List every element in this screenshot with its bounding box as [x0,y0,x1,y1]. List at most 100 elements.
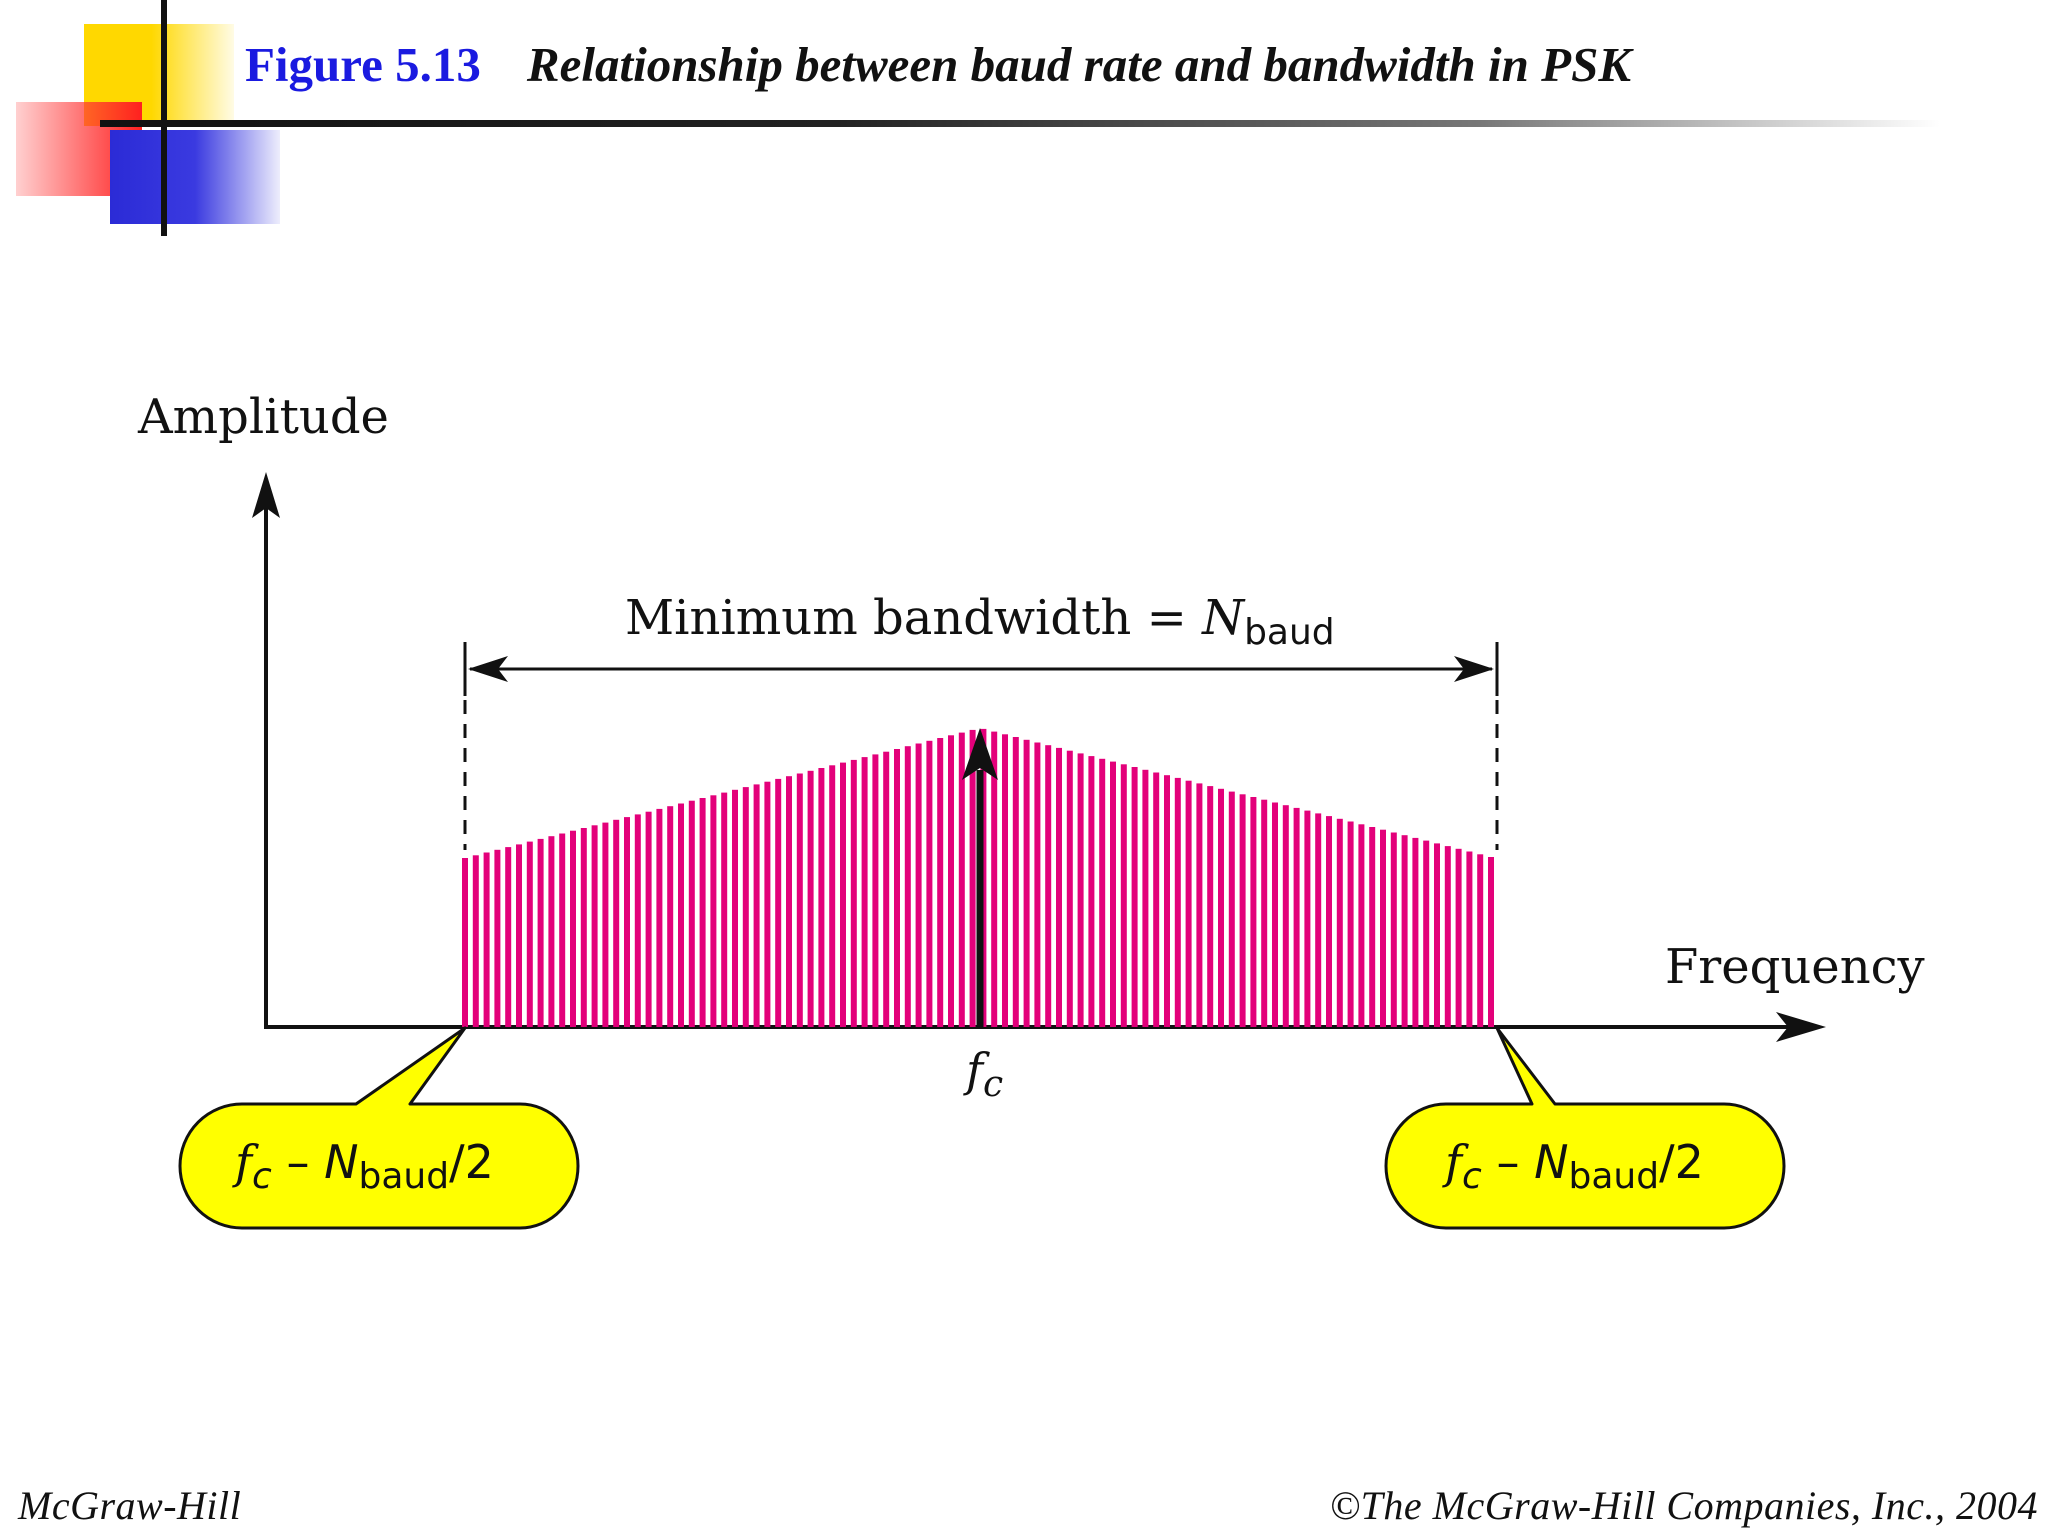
spectrum-bar [516,844,522,1027]
spectrum-bar [1110,761,1116,1027]
spectrum-bar [1088,756,1095,1027]
spectrum-bar [721,792,728,1027]
carrier-label-sub: c [983,1064,1003,1105]
x-axis-arrowhead [1776,1012,1826,1042]
spectrum-bar [1034,742,1041,1027]
spectrum-bar [1056,747,1062,1027]
spectrum-bar [1164,775,1170,1027]
bandwidth-label-main: Minimum bandwidth = [625,590,1202,646]
footer-copyright: ©The McGraw-Hill Companies, Inc., 2004 [1329,1483,2038,1528]
callout-left-tail: /2 [449,1135,494,1189]
spectrum-bar [1066,750,1073,1027]
spectrum-bar [1401,835,1408,1027]
spectrum-bar [840,762,846,1027]
spectrum-bar [548,836,555,1027]
callout-left-baud: baud [359,1156,450,1197]
spectrum-bar [613,819,620,1027]
spectrum-bar [969,729,976,1027]
spectrum-bar [948,735,954,1027]
callout-left-text: fc – Nbaud/2 [232,1135,494,1197]
callout-right-baud: baud [1569,1156,1660,1197]
spectrum-bar [580,828,587,1027]
callout-right-bubble [1384,1026,1786,1230]
spectrum-bar [1196,783,1203,1027]
bandwidth-label-sub: baud [1244,612,1335,653]
spectrum-bar [1304,810,1311,1027]
spectrum-bar [1002,734,1008,1027]
spectrum-bar [1272,802,1278,1027]
spectrum-bar [796,773,803,1027]
spectrum-bar [1153,772,1160,1027]
spectrum-bar [1282,805,1289,1027]
spectrum-bar [1099,758,1106,1027]
spectrum-bar [991,731,998,1027]
spectrum-bar [786,776,792,1027]
bandwidth-label-var: N [1201,590,1246,646]
spectrum-bar [1390,832,1397,1027]
spectrum-bar [1423,840,1430,1027]
spectrum-bar [1434,843,1440,1027]
spectrum-bar [1023,739,1030,1027]
spectrum-bar [753,784,760,1027]
spectrum-bar [937,738,944,1027]
spectrum-bar [775,778,782,1027]
spectrum-bar [1185,780,1192,1027]
y-axis-arrowhead [252,472,280,518]
spectrum-bar [1336,818,1343,1027]
spectrum-bars [462,728,1494,1027]
spectrum-bar [1131,767,1138,1027]
spectrum-bar [656,808,663,1027]
spectrum-bar [915,743,922,1027]
spectrum-bar [904,746,911,1027]
decor-vertical-line [161,0,167,236]
spectrum-bar [829,765,836,1027]
spectrum-bar [1315,813,1322,1027]
spectrum-bar [526,841,533,1027]
spectrum-bar [678,803,684,1027]
callout-left-minus: – [272,1135,324,1189]
spectrum-bar [505,847,512,1027]
spectrum-bar [1174,777,1181,1027]
spectrum-bar [1326,816,1332,1027]
spectrum-bar [667,806,674,1027]
spectrum-bar [1250,797,1257,1027]
spectrum-bar [494,849,501,1027]
callout-right-tail: /2 [1659,1135,1704,1189]
spectrum-bar [883,751,890,1027]
spectrum-bar [732,789,738,1027]
spectrum-bar [958,732,965,1027]
spectrum-bar [1455,848,1462,1027]
callout-left-bubble [178,1026,580,1230]
spectrum-bar [926,740,933,1027]
spectrum-bar [1045,745,1052,1027]
spectrum-bar [1380,829,1386,1027]
spectrum-bar [699,798,706,1027]
spectrum-bar [1077,753,1084,1027]
spectrum-bar [872,754,879,1027]
figure-caption: Relationship between baud rate and bandw… [526,37,1632,92]
spectrum-bar [462,858,468,1027]
carrier-arrowhead [962,728,998,780]
spectrum-bar [1228,791,1235,1027]
spectrum-bar [472,855,479,1027]
spectrum-bar [894,749,900,1027]
spectrum-bar [1444,846,1451,1027]
decor-blue-square [110,130,280,224]
spectrum-bar [1239,794,1246,1027]
spectrum-bar [1488,857,1494,1027]
spectrum-bar [1347,821,1354,1027]
carrier-label: fc [963,1043,1003,1105]
callout-left-c: c [252,1156,272,1197]
spectrum-bar [634,814,641,1027]
spectrum-bar [1412,837,1419,1027]
spectrum-bar [818,768,825,1027]
bandwidth-label: Minimum bandwidth = Nbaud [625,590,1335,653]
spectrum-bar [1120,764,1127,1027]
spectrum-bar [624,817,630,1027]
spectrum-bar [570,830,576,1027]
decor-title-underline [100,120,1940,127]
bandwidth-arrowhead-right [1454,656,1494,682]
spectrum-bar [1207,786,1214,1027]
spectrum-bar [591,825,598,1027]
